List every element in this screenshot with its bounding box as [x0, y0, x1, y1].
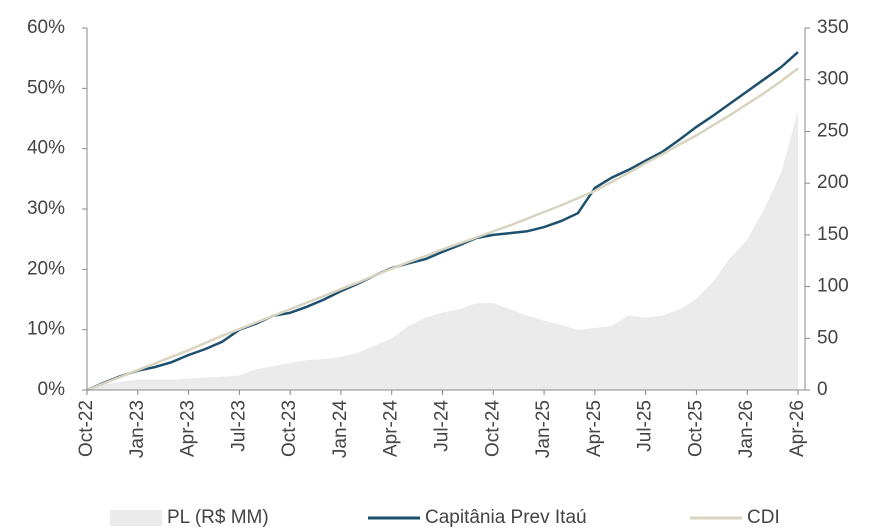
x-tick-label: Jan-25 [533, 400, 554, 458]
y2-tick-label: 50 [817, 327, 838, 348]
legend-swatch [110, 510, 162, 526]
legend-label: CDI [747, 507, 780, 528]
y2-tick-label: 350 [817, 17, 849, 38]
x-tick-label: Oct-25 [685, 400, 706, 457]
y2-tick-label: 0 [817, 379, 828, 400]
x-tick-label: Jul-23 [228, 400, 249, 452]
y-tick-label: 50% [27, 77, 65, 98]
y2-tick-label: 150 [817, 224, 849, 245]
x-tick-label: Jul-24 [432, 400, 453, 452]
x-tick-label: Apr-23 [178, 400, 199, 457]
legend-label: PL (R$ MM) [167, 507, 269, 528]
y2-tick-label: 300 [817, 69, 849, 90]
x-tick-label: Apr-25 [584, 400, 605, 457]
x-tick-label: Jan-26 [736, 400, 757, 458]
y-tick-label: 10% [27, 319, 65, 340]
line [86, 67, 799, 392]
x-tick-label: Oct-23 [279, 400, 300, 457]
x-tick-label: Oct-22 [76, 400, 97, 457]
legend-label: Capitânia Prev Itaú [425, 507, 587, 528]
x-tick-label: Apr-24 [381, 400, 402, 457]
x-tick-label: Jan-24 [330, 400, 351, 459]
x-tick-label: Apr-26 [787, 400, 808, 457]
y-tick-label: 60% [27, 17, 65, 38]
y2-tick-label: 250 [817, 120, 849, 141]
y-tick-label: 20% [27, 258, 65, 279]
x-tick-label: Jan-23 [127, 400, 148, 458]
y-tick-label: 40% [27, 138, 65, 159]
y-tick-label: 0% [38, 379, 66, 400]
y2-tick-label: 200 [817, 172, 849, 193]
y2-tick-label: 100 [817, 276, 849, 297]
x-tick-label: Oct-24 [482, 400, 503, 457]
y-tick-label: 30% [27, 198, 65, 219]
x-tick-label: Jul-25 [635, 400, 656, 452]
area [87, 110, 798, 390]
line [86, 51, 799, 392]
